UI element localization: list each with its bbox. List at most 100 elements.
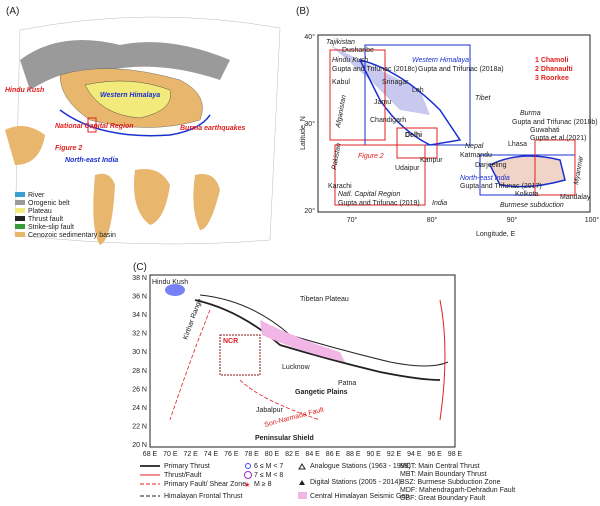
box — [396, 127, 438, 159]
shaded-zone — [330, 45, 430, 115]
legend-entry: Primary Thrust — [164, 463, 210, 470]
region-outline — [488, 155, 566, 188]
panel-a: (A) Hindu Kush Western Himalaya National… — [5, 6, 281, 245]
legend-entry: Analogue Stations (1963 - 1999) — [310, 463, 411, 470]
legend-swatch — [15, 216, 25, 221]
label: Gupta and Trifunac (2018c) — [332, 66, 417, 73]
x-tick-label: 96 E — [427, 451, 442, 458]
label: 3 Roorkee — [535, 75, 569, 82]
y-tick-label: 22 N — [132, 423, 147, 430]
legend-entry: Himalayan Frontal Thrust — [164, 493, 243, 500]
basin — [5, 126, 45, 165]
legend-entry: Central Himalayan Seismic Gap — [310, 493, 409, 500]
x-tick-label: 100° — [585, 216, 600, 224]
label: Pakistan — [331, 143, 343, 171]
label: Figure 2 — [358, 153, 384, 160]
label: Figure 2 — [55, 145, 82, 152]
label: Mandalay — [560, 194, 591, 201]
legend-entry: M ≥ 8 — [254, 481, 272, 488]
label: Nepal — [465, 143, 484, 150]
label: 2 Dhanaulti — [535, 66, 573, 73]
thrust — [199, 294, 449, 367]
ticks: 40° 30° 20° 70° 80° 90° 100° — [304, 33, 599, 224]
primary-thrust — [194, 299, 441, 381]
ticks: 38 N 36 N 34 N 32 N 30 N 28 N 26 N 24 N 22 N 20 N… — [132, 275, 462, 458]
label: Western Himalaya — [412, 57, 469, 64]
legend-entry: GBF: Great Boundary Fault — [400, 495, 485, 502]
legend-swatch — [15, 200, 25, 205]
plateau — [84, 80, 171, 119]
panel-c: (C) Hindu Kush Tibetan Plateau Gangetic … — [132, 262, 515, 502]
x-tick-label: 88 E — [346, 451, 361, 458]
x-tick-label: 68 E — [143, 451, 158, 458]
x-tick-label: 98 E — [448, 451, 463, 458]
y-tick-label: 36 N — [132, 294, 147, 301]
label: Western Himalaya — [100, 92, 160, 99]
legend: Primary Thrust Thrust/Fault Primary Faul… — [140, 463, 515, 502]
region-outline — [59, 109, 211, 137]
y-tick-label: 20° — [304, 207, 315, 215]
legend-swatch — [15, 224, 25, 229]
legend-entry: Thrust/Fault — [164, 472, 201, 479]
label: Peninsular Shield — [255, 435, 314, 442]
box — [87, 117, 97, 133]
x-tick-label: 70 E — [163, 451, 178, 458]
legend-entry: Plateau — [28, 208, 52, 215]
legend-entry: Cenozoic sedimentary basin — [28, 232, 116, 239]
label: 1 Chamoli — [535, 57, 569, 64]
label: Lhasa — [508, 141, 527, 148]
panel-b: (B) Tajikistan Dushanbe Hindu Kush Gupta… — [296, 6, 599, 238]
legend-entry: Digital Stations (2005 - 2014) — [310, 479, 401, 486]
label: North-east India — [65, 157, 118, 164]
label: Patna — [338, 380, 356, 387]
legend-entry: Thrust fault — [28, 216, 63, 223]
x-tick-label: 90° — [507, 216, 518, 224]
label: Hindu Kush — [152, 279, 188, 286]
y-tick-label: 30 N — [132, 349, 147, 356]
ncr-box — [219, 334, 261, 376]
x-tick-label: 78 E — [244, 451, 259, 458]
label: Burma — [520, 110, 541, 117]
label: Udaipur — [395, 165, 420, 172]
basin — [93, 173, 115, 245]
seismic-gap — [260, 320, 345, 362]
label: Kanpur — [420, 157, 443, 164]
label: Gupta and Trifunac (2019) — [338, 200, 420, 207]
label: Gangetic Plains — [295, 389, 348, 396]
box — [534, 139, 576, 196]
y-tick-label: 38 N — [132, 275, 147, 282]
label: Gupta and Trifunac (2018b) — [512, 119, 598, 126]
label: Leh — [412, 87, 424, 94]
x-tick-label: 94 E — [407, 451, 422, 458]
x-tick-label: 74 E — [204, 451, 219, 458]
basin — [193, 174, 220, 230]
x-tick-label: 82 E — [285, 451, 300, 458]
label: Darjeeling — [475, 162, 507, 169]
legend-swatch — [15, 232, 25, 237]
y-tick-label: 26 N — [132, 386, 147, 393]
label: National Capital Region — [55, 123, 134, 130]
x-tick-label: 84 E — [305, 451, 320, 458]
label: Tajikistan — [326, 39, 355, 46]
label: Burma earthquakes — [180, 125, 245, 132]
label: Tibetan Plateau — [300, 296, 349, 303]
x-tick-label: 80° — [427, 216, 438, 224]
label: Srinagar — [382, 79, 409, 86]
map-frame — [149, 274, 456, 448]
label: North-east India — [460, 175, 510, 182]
label: Karachi — [328, 183, 352, 190]
legend-entry: 7 ≤ M < 8 — [254, 472, 283, 479]
label: Jamu — [374, 99, 391, 106]
axis-label: Longitude, E — [476, 231, 516, 238]
box — [334, 144, 426, 206]
label: Jabalpur — [256, 407, 284, 414]
orogenic-belt — [20, 40, 230, 90]
label: Chandigarh — [370, 117, 406, 124]
label: Hindu Kush — [332, 57, 368, 64]
region-outline — [358, 58, 462, 146]
legend-entry: Primary Fault/ Shear Zone — [164, 481, 246, 488]
legend-entry: MCT: Main Central Thrust — [400, 463, 480, 470]
y-tick-label: 24 N — [132, 405, 147, 412]
